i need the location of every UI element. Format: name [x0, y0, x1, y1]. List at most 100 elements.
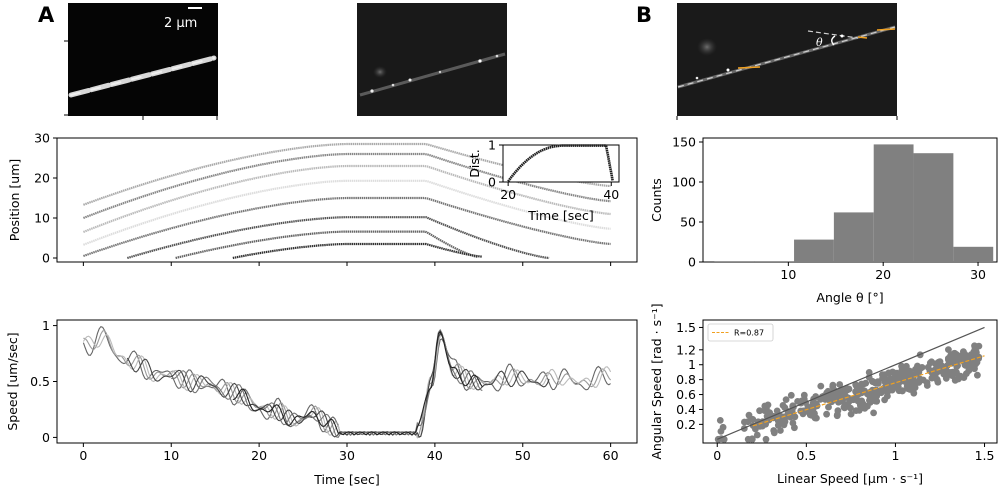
scatter-point: [945, 346, 952, 353]
x-tick-label: 30: [970, 267, 986, 282]
histogram-bar-4: [833, 212, 874, 262]
position-inset-chart: 20 40 0 1 Time [sec] Dist.: [467, 138, 620, 223]
scatter-point: [881, 396, 888, 404]
scatter-point: [971, 342, 978, 350]
scatter-point: [825, 403, 832, 411]
angle-symbol: θ: [816, 36, 823, 49]
histogram-bar-6: [913, 153, 954, 262]
scatter-point: [848, 396, 856, 403]
histogram-bar-7: [953, 246, 994, 262]
scatter-point: [836, 381, 844, 388]
histogram-bar-5: [873, 144, 914, 262]
angle-arc: [831, 35, 836, 46]
scatter-point: [951, 370, 959, 377]
y-tick-label: 0.2: [676, 417, 696, 432]
histogram-bar-1: [714, 261, 755, 262]
speed-series-4: [126, 332, 550, 438]
y-tick-label: 1.2: [676, 342, 696, 357]
scatter-point: [852, 407, 860, 414]
scatter-point: [881, 378, 889, 386]
scatter-point: [820, 394, 828, 402]
scatter-point: [957, 372, 964, 380]
scatter-legend: R=0.87: [707, 323, 774, 342]
speed-series-2: [83, 329, 612, 439]
y-tick-label: 0: [688, 255, 696, 270]
scatter-point: [864, 402, 871, 410]
scatter-point: [741, 418, 748, 426]
scatter-point: [857, 402, 864, 409]
position-series-7: [175, 230, 479, 260]
speed-series-6: [232, 330, 483, 436]
fit-line: [752, 355, 985, 427]
scatter-point: [948, 354, 956, 362]
y-tick-label: 0: [488, 175, 496, 190]
scale-bar-label: 2 μm: [164, 16, 197, 31]
x-tick-label: 30: [339, 448, 355, 463]
y-tick-label: 50: [680, 215, 696, 230]
y-tick-label: 100: [672, 175, 696, 190]
position-series-4: [82, 179, 611, 246]
scatter-point: [899, 366, 906, 374]
scatter-point: [933, 376, 941, 384]
scatter-point: [951, 349, 959, 357]
scatter-point: [829, 381, 837, 389]
y-tick-label: 1: [488, 138, 496, 153]
y-axis-label: Angular Speed [rad · s⁻¹]: [649, 303, 664, 459]
y-tick-label: 30: [34, 131, 50, 146]
x-tick-label: 20: [500, 187, 516, 202]
x-tick-label: 0: [79, 448, 87, 463]
scatter-point: [969, 353, 977, 360]
x-tick-label: 0: [713, 448, 721, 463]
scatter-point: [748, 435, 756, 443]
scatter-point: [773, 407, 781, 415]
speed-series-1: [82, 325, 611, 436]
scatter-point: [756, 407, 763, 415]
x-tick-label: 10: [163, 448, 179, 463]
scatter-point: [895, 377, 903, 385]
identity-line: [717, 326, 985, 440]
scatter-point: [865, 369, 873, 376]
x-tick-label: 40: [603, 187, 619, 202]
angle-histogram: 10 20 30 0 50 100 150 Angle θ [°] Counts: [649, 135, 998, 305]
scatter-point: [782, 396, 790, 403]
scatter-point: [894, 371, 902, 379]
scatter-point: [808, 412, 816, 419]
y-tick-label: 10: [34, 211, 50, 226]
histogram-bar-3: [794, 239, 834, 262]
x-axis-label: Time [sec]: [313, 472, 379, 487]
scatter-point: [973, 359, 981, 366]
scatter-point: [956, 356, 963, 364]
scatter-point: [800, 395, 808, 403]
position-series-8: [232, 242, 483, 260]
orange-marker-3: [876, 28, 896, 31]
speed-chart: 0 10 20 30 40 50 60 0 0.5 1 Time [sec] Speed [um/se…: [5, 318, 638, 487]
x-tick-label: 40: [427, 448, 443, 463]
y-axis-label: Speed [um/sec]: [5, 332, 20, 430]
scatter-point: [770, 429, 778, 437]
scatter-point: [915, 368, 923, 376]
scatter-point: [924, 363, 932, 371]
scatter-point: [910, 389, 918, 397]
scatter-point: [841, 404, 848, 412]
micrograph-3: θ: [676, 3, 898, 120]
scatter-point: [787, 391, 795, 399]
inset-series: [507, 144, 614, 183]
y-tick-label: 0.5: [30, 374, 50, 389]
scatter-point: [828, 398, 836, 406]
scatter-point: [915, 379, 923, 386]
position-series-2: [82, 152, 611, 220]
y-axis-label: Counts: [649, 178, 664, 222]
inset-background: [503, 145, 619, 182]
scatter-point: [895, 387, 903, 395]
scatter-point: [854, 385, 862, 393]
y-tick-label: 1: [688, 357, 696, 372]
scatter-point: [765, 410, 773, 417]
scatter-point: [870, 409, 877, 417]
scatter-point: [889, 368, 896, 376]
x-tick-label: 0.5: [796, 448, 816, 463]
x-tick-label: 60: [603, 448, 619, 463]
y-tick-label: 0.6: [676, 387, 696, 402]
orange-marker-2: [857, 36, 868, 39]
